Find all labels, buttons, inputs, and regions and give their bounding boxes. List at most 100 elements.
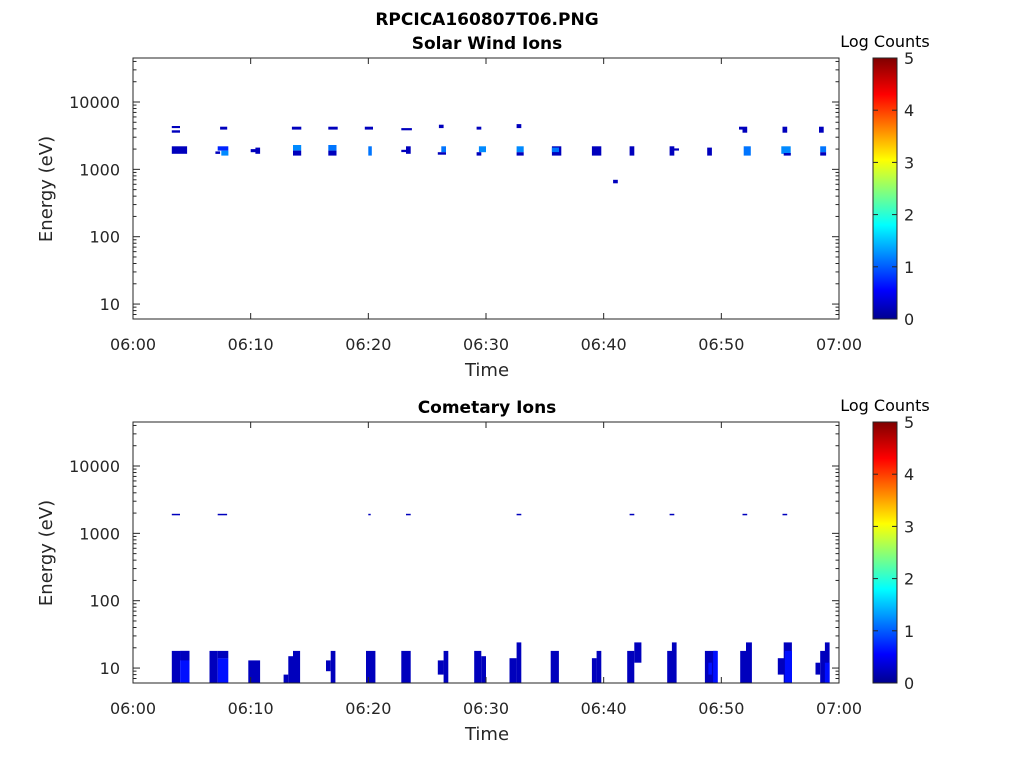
solar-wind-title: Solar Wind Ions [412,34,563,54]
y-tick-label: 100 [89,592,120,611]
colorbar-tick-label: 1 [904,258,914,277]
cometary-title: Cometary Ions [418,398,557,418]
heatmap-cell [171,126,180,129]
heatmap-cell [551,147,559,153]
heatmap-cell [782,513,788,516]
heatmap-cell [171,130,180,133]
x-tick-label: 06:50 [698,699,744,718]
heatmap-cell [781,146,791,154]
heatmap-cell [288,656,293,683]
heatmap-cell [328,150,337,156]
colorbar-label-solar-wind: Log Counts [840,32,930,51]
x-tick-label: 06:10 [228,335,274,354]
heatmap-cell [326,660,331,672]
heatmap-cell [474,650,482,683]
figure-title: RPCICA160807T06.PNG [375,10,598,30]
heatmap-cell [707,147,712,156]
colorbar-tick-label: 2 [904,206,914,225]
heatmap-cell [481,656,486,683]
heatmap-cell [171,650,180,683]
heatmap-cell [815,662,821,675]
colorbar-tick-label: 5 [904,49,914,68]
heatmap-cell [220,126,228,130]
heatmap-cell [478,146,486,153]
x-tick-label: 06:50 [698,335,744,354]
heatmap-cell [250,149,257,153]
x-tick-label: 06:20 [345,699,391,718]
heatmap-cell [742,129,748,133]
heatmap-cell [824,662,830,683]
x-tick-label: 06:30 [463,699,509,718]
cometary-plot-frame [132,421,840,684]
solar-wind-xlabel: Time [464,360,509,381]
heatmap-cell [283,674,289,683]
heatmap-cell [180,650,190,661]
heatmap-cell [516,513,522,516]
heatmap-cell [401,149,406,153]
heatmap-cell [516,124,522,129]
colorbar-gradient [872,57,898,320]
heatmap-cell [328,126,338,130]
heatmap-cell [669,146,675,156]
heatmap-cell [171,513,180,516]
heatmap-cell [777,658,785,675]
heatmap-cell [591,146,602,156]
y-tick-label: 100 [89,228,120,247]
colorbar-tick-label: 0 [904,310,914,329]
heatmap-cell [441,146,446,153]
heatmap-cell [746,642,752,683]
heatmap-cell [217,658,229,683]
solar-wind-plot-frame [132,57,840,320]
y-tick-label: 1000 [79,524,120,543]
heatmap-cell [293,145,302,151]
heatmap-cell [784,650,792,683]
colorbar-tick-label: 3 [904,153,914,172]
heatmap-cell [328,145,337,151]
cometary-ylabel: Energy (eV) [36,500,57,606]
x-tick-label: 06:20 [345,335,391,354]
heatmap-cell [221,150,229,156]
heatmap-cell [708,662,712,675]
heatmap-cell [209,650,218,683]
colorbar-ticks: 0 1 2 3 4 5 [873,413,914,693]
solar-wind-heatmap-cells [171,124,827,184]
y-tick-label: 10 [100,295,120,314]
heatmap-cell [782,126,788,133]
heatmap-cell [330,650,336,683]
colorbar-tick-label: 5 [904,413,914,432]
heatmap-cell [291,126,302,130]
heatmap-cell [509,658,517,683]
colorbar-tick-label: 2 [904,570,914,589]
colorbar-ticks: 0 1 2 3 4 5 [873,49,914,329]
heatmap-cell [366,650,376,683]
heatmap-cell [438,124,444,129]
heatmap-cell [742,513,748,516]
y-tick-label: 1000 [79,160,120,179]
colorbar-gradient [872,421,898,684]
heatmap-cell [713,650,718,683]
x-tick-label: 06:30 [463,335,509,354]
cometary-axis-ticks: 06:00 06:10 06:20 06:30 06:40 06:50 07:00 10 100… [69,422,862,718]
heatmap-cell [627,650,635,683]
heatmap-cell [673,148,679,151]
heatmap-cell [406,146,411,154]
heatmap-cell [596,650,602,683]
heatmap-cell [293,650,301,683]
heatmap-cell [248,660,261,683]
heatmap-cell [217,650,229,659]
solar-wind-axis-ticks: 06:00 06:10 06:20 06:30 06:40 06:50 07:00 10 100… [69,58,862,354]
heatmap-cell [364,126,373,130]
heatmap-cell [406,513,411,516]
heatmap-cell [516,152,524,156]
heatmap-cell [516,146,524,153]
heatmap-cell [634,642,642,663]
heatmap-cell [443,650,449,683]
heatmap-cell [740,650,748,683]
heatmap-cell [783,153,791,156]
colorbar-tick-label: 0 [904,674,914,693]
x-tick-label: 07:00 [816,335,862,354]
colorbar-tick-label: 4 [904,101,914,120]
heatmap-cell [629,146,635,156]
heatmap-cell [437,660,444,675]
